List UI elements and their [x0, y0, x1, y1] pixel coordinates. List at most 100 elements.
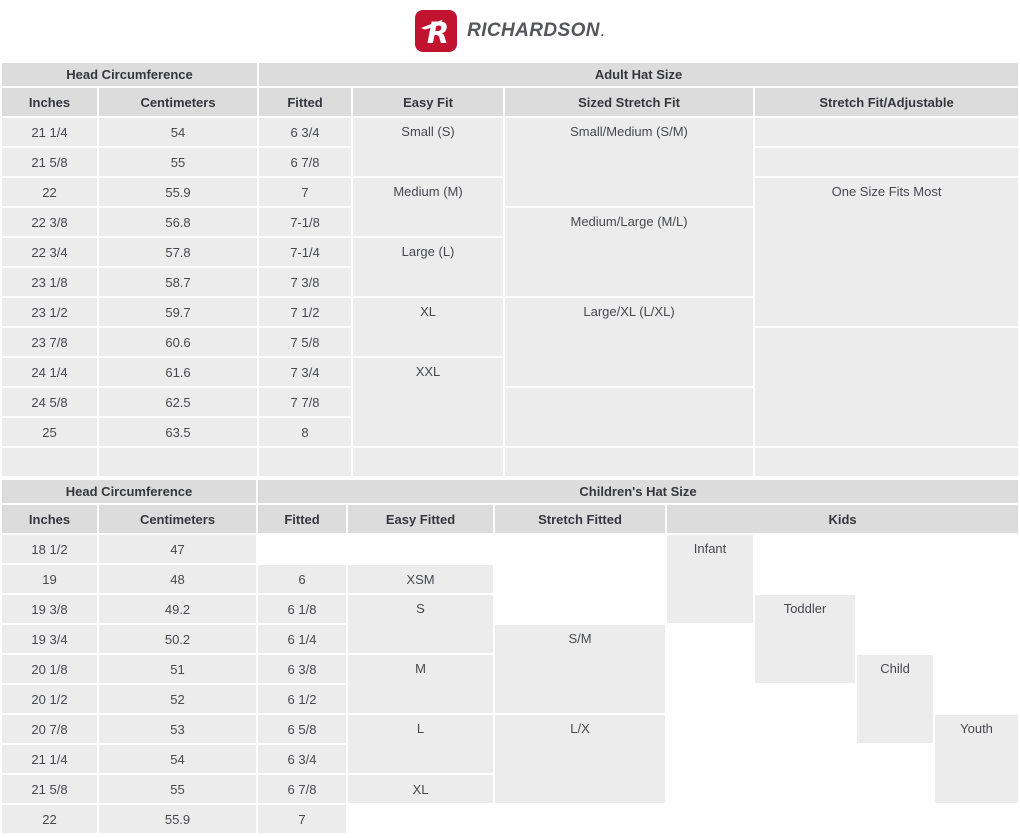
cell-inches: 22 3/4 [2, 238, 97, 266]
cell-inches [2, 448, 97, 476]
richardson-logo-icon: R [415, 9, 458, 52]
table-row: 22 3/4 57.8 7-1/4 Large (L) [2, 238, 1018, 296]
cell-fitted: 6 [258, 565, 347, 593]
cell-centimeters: 61.6 [99, 358, 258, 386]
cell-easy-fit: XL [353, 298, 504, 356]
table-row: 20 7/8 53 6 5/8 L L/X Youth [2, 715, 1019, 803]
cell-kids-toddler-blank [755, 535, 855, 593]
cell-inches: 20 1/2 [2, 685, 97, 713]
cell-inches: 20 7/8 [2, 715, 97, 743]
cell-stretch-fitted: L/X [495, 715, 666, 803]
children-column-header-row: Inches Centimeters Fitted Easy Fitted St… [2, 505, 1019, 533]
cell-centimeters: 54 [99, 745, 257, 773]
table-row: 20 1/2 52 6 1/2 [2, 685, 1018, 713]
cell-kids-infant: Infant [667, 535, 754, 623]
cell-inches: 18 1/2 [2, 535, 97, 563]
cell-centimeters: 60.6 [99, 328, 258, 356]
cell-inches: 19 3/4 [2, 625, 97, 653]
cell-kids-child-blank [857, 745, 933, 833]
cell-fitted: 7 1/2 [259, 298, 352, 326]
cell-inches: 22 [2, 805, 97, 833]
cell-inches: 24 5/8 [2, 388, 97, 416]
cell-inches: 20 1/8 [2, 655, 97, 683]
col-header-easy-fit: Easy Fit [353, 88, 504, 116]
cell-fitted: 7 5/8 [259, 328, 352, 356]
cell-fitted: 6 1/2 [258, 685, 347, 713]
cell-kids-youth-blank [935, 805, 1018, 833]
cell-fitted: 8 [259, 418, 352, 446]
table-row: 23 1/8 58.7 7 3/8 [2, 268, 1018, 296]
cell-easy-fitted: XL [348, 775, 494, 803]
col-header-stretch-fit-adjustable: Stretch Fit/Adjustable [755, 88, 1019, 116]
col-header-sized-stretch-fit: Sized Stretch Fit [505, 88, 754, 116]
cell-kids-youth-blank [935, 535, 1018, 713]
cell-centimeters: 47 [99, 535, 257, 563]
cell-kids-child: Child [857, 655, 934, 743]
cell-centimeters: 55 [99, 775, 257, 803]
cell-inches: 22 [2, 178, 97, 206]
cell-centimeters: 57.8 [99, 238, 258, 266]
cell-inches: 24 1/4 [2, 358, 97, 386]
cell-sized-stretch-fit: Small/Medium (S/M) [505, 118, 754, 206]
table-row: 19 48 6 XSM [2, 565, 1018, 593]
cell-inches: 22 3/8 [2, 208, 97, 236]
cell-stretch-fitted: S/M [495, 625, 666, 713]
cell-centimeters: 48 [99, 565, 257, 593]
cell-centimeters: 54 [99, 118, 258, 146]
children-hat-size-header: Children's Hat Size [258, 480, 1019, 503]
cell-easy-fit: Small (S) [353, 118, 504, 176]
adult-size-table: Head Circumference Adult Hat Size Inches… [0, 61, 1020, 478]
cell-kids-youth: Youth [935, 715, 1019, 803]
cell-fitted: 7 [258, 805, 347, 833]
cell-fitted: 7 [259, 178, 352, 206]
table-row: 22 55.9 7 [2, 805, 1018, 833]
col-header-centimeters: Centimeters [99, 88, 258, 116]
cell-inches: 23 1/8 [2, 268, 97, 296]
cell-centimeters: 58.7 [99, 268, 258, 296]
adult-column-header-row: Inches Centimeters Fitted Easy Fit Sized… [2, 88, 1019, 116]
table-row: 21 1/4 54 6 3/4 [2, 745, 1018, 773]
col-header-inches: Inches [2, 505, 97, 533]
cell-easy-fit: Medium (M) [353, 178, 504, 236]
table-row: 19 3/4 50.2 6 1/4 S/M [2, 625, 1018, 713]
cell-fitted: 6 1/8 [258, 595, 347, 623]
table-row: 18 1/2 47 Infant [2, 535, 1018, 623]
col-header-kids: Kids [667, 505, 1019, 533]
cell-fitted: 7 3/8 [259, 268, 352, 296]
cell-stretch-fit-adjustable-empty [755, 448, 1019, 476]
cell-fitted: 7 3/4 [259, 358, 352, 386]
adult-head-circumference-header: Head Circumference [2, 63, 258, 86]
cell-inches: 25 [2, 418, 97, 446]
cell-easy-fitted: S [348, 595, 494, 653]
cell-fitted: 7-1/8 [259, 208, 352, 236]
trademark-dot: . [600, 23, 605, 39]
cell-stretch-fitted-blank [495, 535, 665, 623]
cell-fitted: 6 7/8 [259, 148, 352, 176]
table-row: 22 55.9 7 Medium (M) One Size Fits Most [2, 178, 1019, 326]
table-row: 21 5/8 55 6 7/8 [2, 148, 1019, 176]
cell-kids-child-blank [857, 535, 933, 653]
cell-stretch-fit-adjustable-empty [755, 328, 1019, 446]
cell-easy-fitted: M [348, 655, 494, 713]
table-row: 20 1/8 51 6 3/8 M Child [2, 655, 1018, 743]
cell-inches: 19 3/8 [2, 595, 97, 623]
table-row: 24 5/8 62.5 7 7/8 [2, 388, 1018, 446]
col-header-fitted: Fitted [258, 505, 347, 533]
cell-centimeters: 49.2 [99, 595, 257, 623]
cell-stretch-fitted-blank [495, 805, 665, 833]
cell-fitted: 6 7/8 [258, 775, 347, 803]
cell-sized-stretch-fit-empty [505, 448, 754, 476]
cell-inches: 23 7/8 [2, 328, 97, 356]
cell-inches: 23 1/2 [2, 298, 97, 326]
children-group-header-row: Head Circumference Children's Hat Size [2, 480, 1019, 503]
cell-fitted [259, 448, 352, 476]
table-row [2, 448, 1019, 476]
cell-sized-stretch-fit-empty [505, 388, 754, 446]
table-row: 22 3/8 56.8 7-1/8 Medium/Large (M/L) [2, 208, 1018, 296]
cell-fitted: 6 3/4 [259, 118, 352, 146]
cell-centimeters: 63.5 [99, 418, 258, 446]
cell-easy-fitted: XSM [348, 565, 494, 593]
cell-easy-fitted: L [348, 715, 494, 773]
svg-text:R: R [427, 16, 449, 50]
